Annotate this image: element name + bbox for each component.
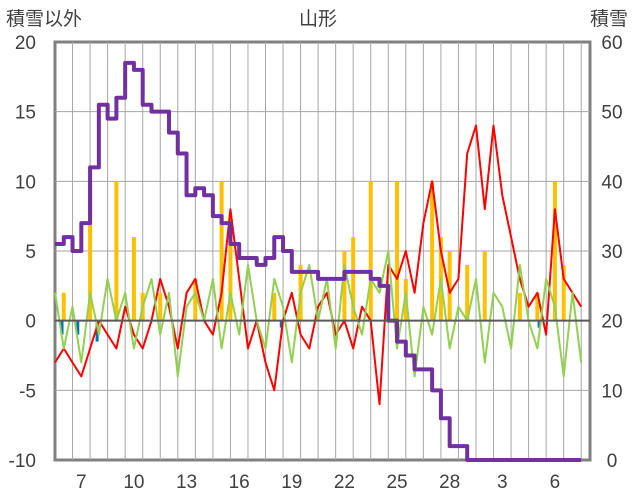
x-tick-label: 25 [386, 472, 407, 493]
negative-bar [76, 320, 80, 335]
negative-bar [95, 320, 99, 342]
right-axis-title: 積雪 [590, 8, 628, 30]
left-tick-label: 10 [15, 172, 36, 193]
negative-bar [537, 320, 541, 328]
precipitation-bar [88, 181, 93, 321]
left-tick-label: 15 [15, 103, 36, 124]
precipitation-bar [535, 292, 540, 321]
right-axis-ticks: 0 10 20 30 40 50 60 [601, 33, 622, 472]
left-axis-title: 積雪以外 [6, 8, 82, 30]
precipitation-bar [447, 251, 452, 321]
right-tick-label: 60 [601, 33, 622, 54]
precipitation-bar [430, 181, 435, 321]
right-tick-label: 40 [601, 172, 622, 193]
precipitation-bar [131, 237, 136, 321]
left-tick-label: 0 [25, 312, 36, 333]
precipitation-bar [193, 278, 198, 321]
precipitation-bar [272, 292, 277, 321]
chart-title: 山形 [299, 8, 337, 30]
x-tick-label: 7 [76, 472, 87, 493]
precipitation-bar [219, 181, 224, 321]
left-tick-label: -5 [19, 381, 36, 402]
precipitation-bar [517, 292, 522, 321]
x-tick-label: 10 [123, 472, 144, 493]
negative-bar [60, 320, 64, 335]
x-tick-label: 3 [497, 472, 508, 493]
left-tick-label: 5 [25, 242, 36, 263]
precipitation-bar [228, 237, 233, 321]
left-axis-ticks: -10 -5 0 5 10 15 20 [9, 33, 36, 472]
precipitation-bar [342, 251, 347, 321]
right-tick-label: 50 [601, 103, 622, 124]
precipitation-bar [351, 237, 356, 321]
x-tick-label: 19 [281, 472, 302, 493]
right-tick-label: 20 [601, 312, 622, 333]
precipitation-bar [368, 181, 373, 321]
precipitation-bar [482, 251, 487, 321]
x-tick-label: 13 [176, 472, 197, 493]
negative-bar [279, 320, 283, 328]
x-tick-label: 16 [229, 472, 250, 493]
precipitation-bar [395, 181, 400, 321]
precipitation-bar [61, 292, 66, 321]
x-tick-label: 6 [550, 472, 561, 493]
x-tick-label: 28 [439, 472, 460, 493]
precipitation-bar [114, 181, 119, 321]
precipitation-bar [561, 264, 566, 321]
x-axis-ticks: 7 10 13 16 19 22 25 28 3 6 [76, 472, 560, 493]
snow-depth-line [55, 60, 582, 462]
right-tick-label: 30 [601, 242, 622, 263]
right-tick-label: 0 [607, 451, 618, 472]
precipitation-bar [552, 181, 557, 321]
left-tick-label: -10 [9, 451, 36, 472]
horizontal-gridlines [55, 111, 590, 391]
left-tick-label: 20 [15, 33, 36, 54]
right-tick-label: 10 [601, 381, 622, 402]
precipitation-bar [465, 264, 470, 321]
temperature-line [54, 124, 583, 406]
x-tick-label: 22 [334, 472, 355, 493]
precipitation-bar [158, 292, 163, 321]
